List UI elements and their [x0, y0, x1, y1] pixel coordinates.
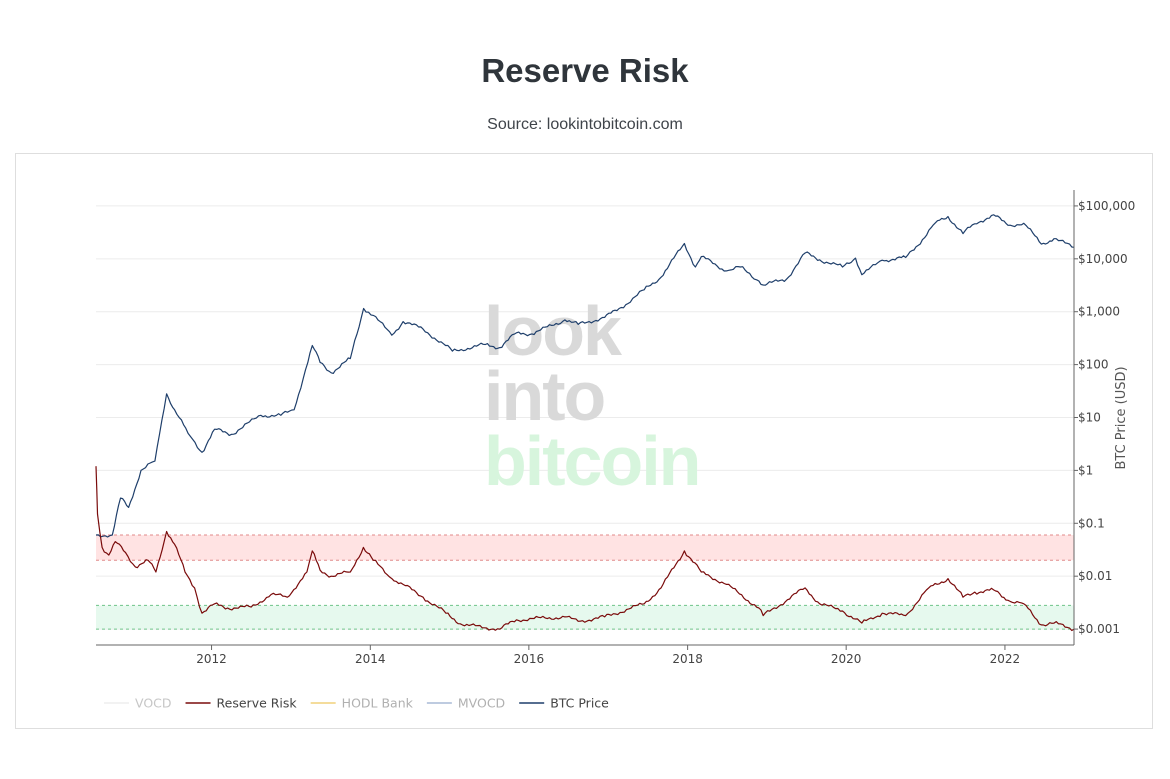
y-tick-label: $1: [1078, 463, 1093, 477]
grid-layer: [96, 205, 1074, 630]
legend-item-btc-price[interactable]: BTC Price: [519, 696, 609, 711]
y-tick-label: $10,000: [1078, 252, 1128, 266]
y-ticks: $0.001 $0.01 $0.1 $1 $10 $100 $1,000 $10,000 $10…: [1074, 199, 1135, 636]
series-line-btc-price[interactable]: [95, 214, 1075, 538]
legend-item-reserve-risk[interactable]: Reserve Risk: [185, 696, 298, 711]
legend-item-vocd[interactable]: VOCD: [104, 696, 172, 711]
y-tick-label: $10: [1078, 411, 1101, 425]
x-tick-label: 2022: [990, 652, 1021, 666]
legend-label: BTC Price: [550, 696, 609, 711]
series-line-reserve-risk[interactable]: [95, 466, 1075, 632]
x-tick-label: 2020: [831, 652, 862, 666]
risk-bands: [96, 534, 1074, 630]
watermark-look: look: [484, 292, 622, 370]
y-tick-label: $100,000: [1078, 199, 1135, 213]
x-tick-label: 2016: [514, 652, 545, 666]
risk-band: [96, 535, 1074, 561]
x-tick-label: 2018: [672, 652, 703, 666]
watermark-into: into: [484, 357, 605, 435]
legend-label: Reserve Risk: [217, 696, 298, 711]
legend-label: VOCD: [135, 696, 172, 711]
y-tick-label: $100: [1078, 358, 1109, 372]
legend-item-hodl-bank[interactable]: HODL Bank: [310, 696, 414, 711]
series-layer: [95, 214, 1075, 632]
watermark-bitcoin: bitcoin: [484, 422, 699, 500]
chart-frame: [15, 153, 1153, 729]
y-tick-label: $0.1: [1078, 516, 1105, 530]
chart-subtitle: Source: lookintobitcoin.com: [487, 116, 683, 133]
watermark: look into bitcoin: [484, 292, 701, 500]
x-ticks: 2012 2014 2016 2018 2020 2022: [196, 645, 1020, 666]
legend-label: MVOCD: [458, 696, 505, 711]
y-axis-title: BTC Price (USD): [1114, 366, 1129, 469]
x-tick-label: 2014: [355, 652, 386, 666]
x-tick-label: 2012: [196, 652, 227, 666]
legend-label: HODL Bank: [342, 696, 414, 711]
risk-band: [96, 605, 1074, 630]
y-tick-label: $0.001: [1078, 622, 1120, 636]
legend: VOCD Reserve Risk HODL Bank MVOCD BTC Price: [104, 696, 609, 711]
y-tick-label: $1,000: [1078, 305, 1120, 319]
legend-item-mvocd[interactable]: MVOCD: [426, 696, 505, 711]
y-tick-label: $0.01: [1078, 569, 1112, 583]
chart-title: Reserve Risk: [481, 52, 689, 89]
